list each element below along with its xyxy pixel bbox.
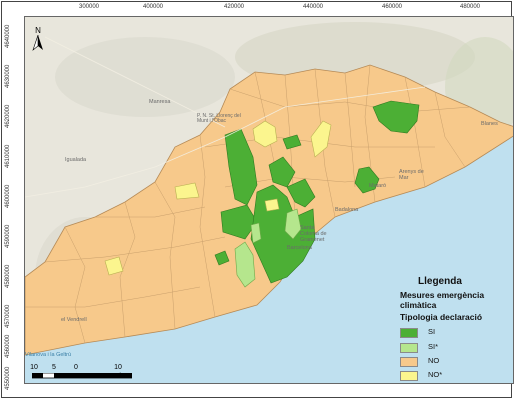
place-label-vilanova: Vilanova i la Geltrú bbox=[25, 352, 72, 358]
legend-label: NO bbox=[428, 356, 440, 365]
municipality-si bbox=[214, 250, 230, 266]
x-tick: 300000 bbox=[78, 4, 100, 10]
municipality-si bbox=[282, 134, 302, 150]
map-area: Manresa Igualada P. N. St. Llorenç del M… bbox=[24, 16, 514, 384]
x-tick: 420000 bbox=[223, 4, 245, 10]
scale-label: 0 bbox=[74, 364, 78, 371]
y-tick: 4640000 bbox=[5, 24, 11, 48]
y-tick: 4580000 bbox=[5, 264, 11, 288]
municipality-si-star bbox=[250, 222, 262, 244]
place-label-blanes: Blanes bbox=[481, 121, 498, 127]
municipality-no-star bbox=[174, 182, 200, 200]
scale-unit: km bbox=[119, 373, 129, 380]
legend-label: SI* bbox=[428, 342, 439, 351]
legend-swatch bbox=[400, 343, 418, 353]
relief-shade bbox=[55, 37, 235, 117]
municipality-no-star bbox=[264, 198, 280, 212]
municipalities-no-star bbox=[104, 120, 332, 276]
scale-label: 10 bbox=[30, 364, 38, 371]
place-label-mataro: Mataró bbox=[369, 183, 387, 189]
legend-label: NO* bbox=[428, 370, 443, 379]
scale-label: 10 bbox=[114, 364, 122, 371]
municipality-si bbox=[372, 100, 420, 134]
legend-title: Llegenda bbox=[418, 276, 462, 287]
municipality-no-star bbox=[310, 120, 332, 158]
roads bbox=[25, 36, 426, 198]
municipality-boundaries bbox=[25, 64, 471, 344]
x-tick: 460000 bbox=[381, 4, 403, 10]
legend-subtitle2: Tipologia declaració bbox=[400, 312, 483, 322]
scale-bar-graphic bbox=[32, 373, 132, 379]
north-arrow-icon bbox=[32, 34, 43, 51]
y-tick: 4620000 bbox=[5, 104, 11, 128]
x-tick: 480000 bbox=[459, 4, 481, 10]
x-tick: 400000 bbox=[142, 4, 164, 10]
municipalities-si-star bbox=[234, 208, 302, 288]
place-label-barcelona: Barcelona bbox=[287, 245, 312, 251]
municipality-si bbox=[220, 204, 258, 240]
place-label-igualada: Igualada bbox=[65, 157, 87, 163]
y-tick: 4630000 bbox=[5, 64, 11, 88]
map-canvas bbox=[25, 17, 513, 383]
y-tick: 4600000 bbox=[5, 184, 11, 208]
place-label-badalona: Badalona bbox=[335, 207, 359, 213]
municipality-si bbox=[354, 166, 380, 194]
y-tick: 4550000 bbox=[5, 366, 11, 390]
north-label: N bbox=[35, 26, 41, 35]
scale-label: 5 bbox=[52, 364, 56, 371]
municipality-si bbox=[224, 128, 258, 206]
y-tick: 4560000 bbox=[5, 334, 11, 358]
municipality-si bbox=[268, 156, 296, 188]
municipality-si bbox=[286, 178, 316, 208]
municipality-no-star bbox=[104, 256, 124, 276]
place-label-arenys: Arenys de Mar bbox=[399, 169, 424, 181]
legend-swatch bbox=[400, 328, 418, 338]
place-label-pn: P. N. St. Llorenç del Munt i l'Obac bbox=[197, 113, 241, 124]
y-tick: 4610000 bbox=[5, 144, 11, 168]
north-arrow: N bbox=[32, 26, 44, 56]
legend-label: SI bbox=[428, 327, 436, 336]
y-tick: 4570000 bbox=[5, 304, 11, 328]
municipality-si-star bbox=[284, 208, 302, 240]
y-tick: 4590000 bbox=[5, 224, 11, 248]
place-label-manresa: Manresa bbox=[149, 99, 171, 105]
place-label-vendrell: el Vendrell bbox=[61, 317, 87, 323]
legend-swatch bbox=[400, 357, 418, 367]
sea bbox=[25, 136, 513, 383]
legend-swatch bbox=[400, 371, 418, 381]
x-tick: 440000 bbox=[302, 4, 324, 10]
municipality-si-star bbox=[234, 241, 256, 288]
place-label-santa-coloma: Santa Coloma de Gramenet bbox=[300, 225, 327, 243]
municipality-no-star bbox=[252, 120, 278, 148]
legend-subtitle: Mesures emergència climàtica bbox=[400, 290, 485, 310]
